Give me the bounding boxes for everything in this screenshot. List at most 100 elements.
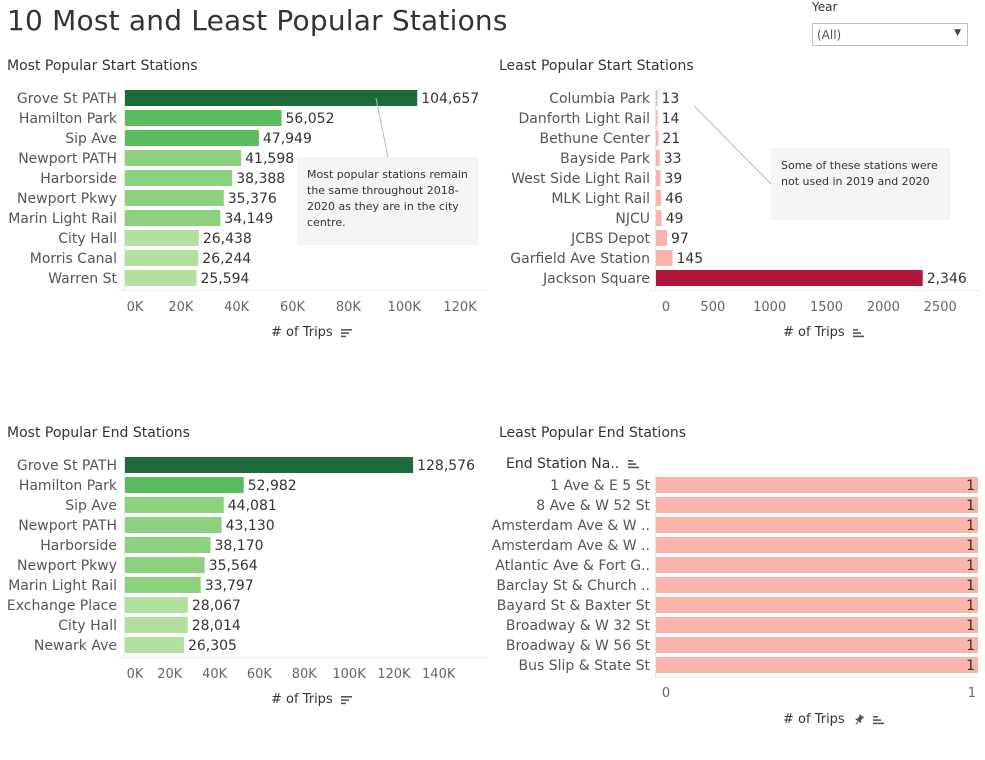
data-label: 1 [966, 498, 975, 514]
category-label: City Hall [58, 231, 117, 247]
bar [125, 110, 282, 126]
data-label: 52,982 [248, 478, 297, 494]
least-start-x-axis-label: # of Trips [783, 325, 845, 340]
bar [125, 557, 205, 573]
bar [125, 190, 224, 206]
least-start-x-axis-title[interactable]: # of Trips [783, 325, 865, 340]
tick-label: 40K [202, 667, 228, 682]
tick-label: 80K [336, 300, 362, 315]
data-label: 26,244 [202, 251, 251, 267]
bar [125, 457, 414, 473]
data-label: 35,564 [209, 558, 258, 574]
sort-descending-icon[interactable] [340, 328, 353, 338]
tick-label: 20K [168, 300, 194, 315]
category-label: Harborside [40, 171, 117, 187]
data-label: 14 [662, 111, 680, 127]
data-label: 56,052 [286, 111, 335, 127]
bar [656, 517, 978, 533]
data-label: 2,346 [927, 271, 967, 287]
data-label: 1 [966, 598, 975, 614]
least-end-x-axis-title[interactable]: # of Trips [783, 712, 885, 727]
category-label: MLK Light Rail [551, 191, 650, 207]
category-label: Sip Ave [65, 498, 117, 514]
tick-label: 60K [280, 300, 306, 315]
chevron-down-icon[interactable]: ▼ [954, 28, 961, 38]
least-start-title: Least Popular Start Stations [499, 58, 694, 74]
bar [656, 150, 660, 166]
category-label: Broadway & W 56 St [506, 638, 651, 654]
bar [656, 637, 978, 653]
sort-ascending-icon[interactable] [627, 459, 640, 469]
bar [125, 537, 211, 553]
data-label: 44,081 [228, 498, 277, 514]
bar [656, 597, 978, 613]
most-end-x-axis-title[interactable]: # of Trips [271, 692, 353, 707]
tick-label: 0 [662, 300, 670, 315]
data-label: 49 [666, 211, 684, 227]
chart-most_end: Grove St PATH 128,576 Hamilton Park 52,982 S… [7, 455, 488, 682]
tick-label: 100K [332, 667, 366, 682]
data-label: 1 [966, 518, 975, 534]
data-label: 128,576 [417, 458, 475, 474]
sort-ascending-icon[interactable] [872, 715, 885, 725]
most-start-x-axis-title[interactable]: # of Trips [271, 325, 353, 340]
sort-ascending-icon[interactable] [852, 328, 865, 338]
tick-label: 0K [127, 667, 144, 682]
bar [125, 150, 242, 166]
data-label: 25,594 [200, 271, 249, 287]
category-label: 8 Ave & W 52 St [536, 498, 650, 514]
tick-label: 500 [700, 300, 725, 315]
data-label: 1 [966, 578, 975, 594]
category-label: Bus Slip & State St [519, 658, 651, 674]
bar [656, 617, 978, 633]
bar [656, 110, 658, 126]
category-label: Hamilton Park [19, 478, 118, 494]
bar [656, 210, 662, 226]
most-start-x-axis-label: # of Trips [271, 325, 333, 340]
chart-most_start: Grove St PATH 104,657 Hamilton Park 56,052 S… [8, 88, 488, 315]
bar [125, 597, 188, 613]
annotation-leader-line [375, 97, 389, 158]
bar [125, 270, 197, 286]
tick-label: 0 [662, 686, 670, 701]
data-label: 43,130 [226, 518, 275, 534]
bar [656, 477, 978, 493]
bar [125, 90, 418, 106]
bar [656, 190, 662, 206]
data-label: 33,797 [205, 578, 254, 594]
category-label: Barclay St & Church .. [496, 578, 650, 594]
most-end-title: Most Popular End Stations [7, 425, 190, 441]
bar [125, 637, 184, 653]
year-filter[interactable]: Year (All) ▼ [812, 0, 968, 46]
data-label: 28,067 [192, 598, 241, 614]
data-label: 1 [966, 558, 975, 574]
year-filter-label: Year [812, 0, 838, 14]
tick-label: 1500 [810, 300, 843, 315]
tick-label: 0K [127, 300, 144, 315]
bar [656, 170, 661, 186]
category-label: Garfield Ave Station [510, 251, 650, 267]
tick-label: 120K [377, 667, 411, 682]
data-label: 39 [664, 171, 682, 187]
data-label: 13 [661, 91, 679, 107]
annotation-least-start: Some of these stations were not used in … [771, 148, 950, 220]
data-label: 1 [966, 638, 975, 654]
bar [656, 497, 978, 513]
least-end-x-axis-label: # of Trips [783, 712, 845, 727]
data-label: 145 [676, 251, 703, 267]
bar [125, 210, 221, 226]
sort-descending-icon[interactable] [340, 695, 353, 705]
bar [125, 130, 259, 146]
least-end-column-header[interactable]: End Station Na.. [506, 456, 640, 472]
bar [125, 577, 201, 593]
category-label: Amsterdam Ave & W .. [492, 538, 650, 554]
bar [656, 537, 978, 553]
category-label: Newport Pkwy [17, 191, 117, 207]
year-filter-value: (All) [817, 28, 842, 42]
pin-icon[interactable] [853, 713, 865, 726]
bar [656, 270, 923, 286]
year-filter-select[interactable]: (All) ▼ [812, 23, 968, 46]
data-label: 104,657 [421, 91, 479, 107]
data-label: 41,598 [245, 151, 294, 167]
